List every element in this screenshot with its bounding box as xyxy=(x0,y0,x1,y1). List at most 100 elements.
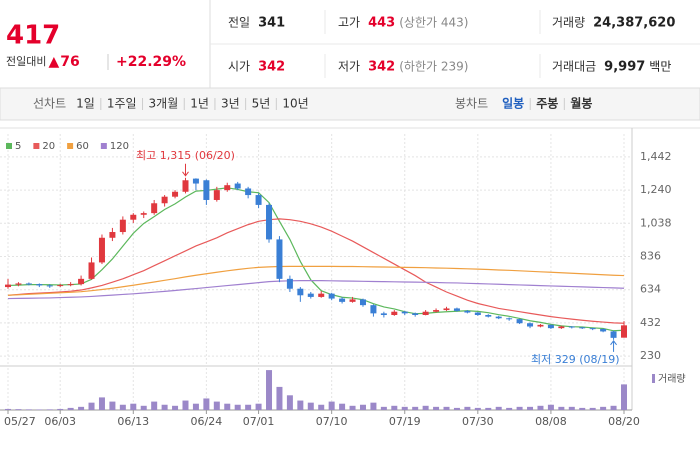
candle-body xyxy=(516,319,523,324)
candle-period-button[interactable]: 주봉 xyxy=(536,97,558,111)
candle-body xyxy=(266,204,273,240)
candle-body xyxy=(15,283,22,285)
period-button[interactable]: 1년 xyxy=(190,97,209,111)
candle-body xyxy=(433,310,440,312)
candle-body xyxy=(5,284,11,288)
stat-label: 저가 xyxy=(338,60,360,74)
volume-bar xyxy=(339,403,346,410)
x-tick-label: 06/24 xyxy=(191,415,223,428)
volume-bar xyxy=(109,401,116,410)
x-tick-label: 05/27 xyxy=(4,415,36,428)
candle-body xyxy=(78,278,85,285)
candle-body xyxy=(25,283,32,285)
y-tick-label: 836 xyxy=(640,250,661,263)
volume-bar xyxy=(36,409,43,410)
stat-note: 백만 xyxy=(649,60,671,74)
volume-bar xyxy=(589,407,596,410)
stat-value: 342 xyxy=(368,60,395,75)
change: 76 xyxy=(60,54,79,70)
candle-body xyxy=(67,284,74,286)
legend-label: 20 xyxy=(42,141,55,152)
legend-swatch xyxy=(652,374,655,383)
volume-bar xyxy=(213,401,220,410)
stat-label: 거래량 xyxy=(552,16,585,30)
volume-bar xyxy=(297,400,304,410)
period-button[interactable]: 3년 xyxy=(221,97,240,111)
period-button[interactable]: 3개월 xyxy=(149,97,179,111)
x-tick-label: 08/08 xyxy=(535,415,567,428)
volume-bar xyxy=(78,406,85,410)
x-tick-label: 08/20 xyxy=(608,415,640,428)
candle-body xyxy=(349,299,356,302)
volume-bar xyxy=(151,401,158,410)
volume-bar xyxy=(318,404,325,410)
moving-average-line xyxy=(7,187,625,332)
volume-bar xyxy=(370,402,377,410)
volume-bar xyxy=(161,404,168,410)
y-tick-label: 432 xyxy=(640,316,661,329)
volume-bar xyxy=(15,409,22,410)
candle-body xyxy=(391,311,398,316)
period-button[interactable]: 10년 xyxy=(282,97,308,111)
y-tick-label: 230 xyxy=(640,349,661,362)
volume-bar xyxy=(485,407,492,410)
change-label: 전일대비 xyxy=(6,54,46,68)
volume-bar xyxy=(537,405,544,410)
volume-bar xyxy=(621,384,627,410)
volume-bar xyxy=(255,403,262,410)
volume-bar xyxy=(401,406,408,410)
volume-bar xyxy=(203,398,210,410)
period-button[interactable]: 1일 xyxy=(76,97,95,111)
x-tick-label: 07/30 xyxy=(462,415,494,428)
candle-body xyxy=(537,324,544,327)
legend-swatch xyxy=(33,143,40,149)
candle-body xyxy=(245,188,252,196)
volume-bar xyxy=(443,406,450,410)
volume-bar xyxy=(516,406,523,410)
candle-body xyxy=(130,214,137,220)
candle-body xyxy=(495,316,502,319)
candle-period-button[interactable]: 월봉 xyxy=(570,96,592,111)
candle-body xyxy=(140,213,147,215)
candle-body xyxy=(527,323,534,327)
stat-label: 거래대금 xyxy=(552,60,596,74)
volume-bar xyxy=(5,408,11,410)
candle-body xyxy=(109,232,116,238)
candle-body xyxy=(474,312,481,316)
candle-body xyxy=(213,190,220,200)
toolbar-label: 선차트 xyxy=(33,97,66,111)
candle-body xyxy=(422,311,429,316)
candle-body xyxy=(547,324,554,329)
candle-body xyxy=(182,180,189,192)
x-tick-label: 06/03 xyxy=(44,415,76,428)
volume-bar xyxy=(88,402,95,410)
annotation-arrow xyxy=(610,339,617,352)
candle-period-button[interactable]: 일봉 xyxy=(502,97,524,111)
candle-body xyxy=(600,328,607,332)
volume-bar xyxy=(495,406,502,410)
stat-note: (하한가 239) xyxy=(399,60,468,74)
candle-body xyxy=(621,325,627,338)
candle-body xyxy=(98,237,105,263)
candle-body xyxy=(485,315,492,317)
volume-bar xyxy=(359,404,366,410)
volume-bar xyxy=(140,405,147,410)
candle-body xyxy=(234,183,241,189)
candle-body xyxy=(276,239,283,279)
stat-label: 시가 xyxy=(228,60,250,74)
period-button[interactable]: 1주일 xyxy=(107,97,137,111)
volume-bar xyxy=(25,409,32,410)
toolbar-label: 봉차트 xyxy=(455,97,488,111)
candle-body xyxy=(286,278,293,289)
change-arrow: ▲ xyxy=(48,54,59,70)
volume-bar xyxy=(307,402,314,410)
period-button[interactable]: 5년 xyxy=(252,97,271,111)
stat-value: 9,997 xyxy=(604,60,645,75)
volume-bar xyxy=(506,407,513,410)
x-tick-label: 07/10 xyxy=(316,415,348,428)
price: 417 xyxy=(6,21,60,51)
stat-note: (상한가 443) xyxy=(399,16,468,30)
volume-bar xyxy=(234,404,241,410)
x-tick-label: 07/01 xyxy=(243,415,275,428)
